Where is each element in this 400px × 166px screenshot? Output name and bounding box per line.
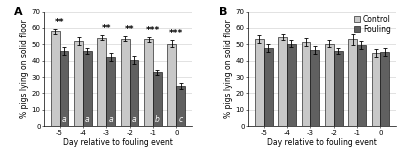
Bar	[130, 60, 138, 126]
Text: b: b	[155, 115, 160, 124]
Bar	[176, 86, 185, 126]
Text: c: c	[179, 115, 183, 124]
Bar	[121, 39, 130, 126]
Text: **: **	[125, 25, 134, 34]
X-axis label: Day relative to fouling event: Day relative to fouling event	[63, 138, 173, 147]
Text: a: a	[108, 115, 113, 124]
Bar	[380, 52, 389, 126]
Bar	[264, 48, 272, 126]
Y-axis label: % pigs lying on solid floor: % pigs lying on solid floor	[20, 20, 29, 118]
Bar	[357, 45, 366, 126]
Text: **: **	[55, 18, 64, 27]
Text: ***: ***	[146, 26, 160, 35]
Bar	[302, 42, 310, 126]
Bar	[83, 51, 92, 126]
Text: a: a	[62, 115, 66, 124]
Bar	[278, 37, 287, 126]
Y-axis label: % pigs lying on solid floor: % pigs lying on solid floor	[224, 20, 233, 118]
Bar	[153, 72, 162, 126]
Bar	[287, 43, 296, 126]
Bar	[348, 40, 357, 126]
Bar	[51, 31, 60, 126]
Bar	[60, 51, 68, 126]
Text: **: **	[102, 24, 111, 33]
Bar	[106, 57, 115, 126]
Bar	[168, 43, 176, 126]
Text: a: a	[85, 115, 90, 124]
Bar	[334, 51, 342, 126]
Bar	[98, 38, 106, 126]
Bar	[325, 43, 334, 126]
Bar	[310, 50, 319, 126]
Text: A: A	[14, 7, 23, 17]
Text: ***: ***	[169, 29, 184, 38]
Legend: Control, Fouling: Control, Fouling	[353, 13, 392, 35]
Bar	[74, 41, 83, 126]
Bar	[144, 40, 153, 126]
Text: a: a	[132, 115, 136, 124]
Bar	[372, 53, 380, 126]
Text: B: B	[218, 7, 227, 17]
X-axis label: Day relative to fouling event: Day relative to fouling event	[267, 138, 377, 147]
Bar	[255, 39, 264, 126]
